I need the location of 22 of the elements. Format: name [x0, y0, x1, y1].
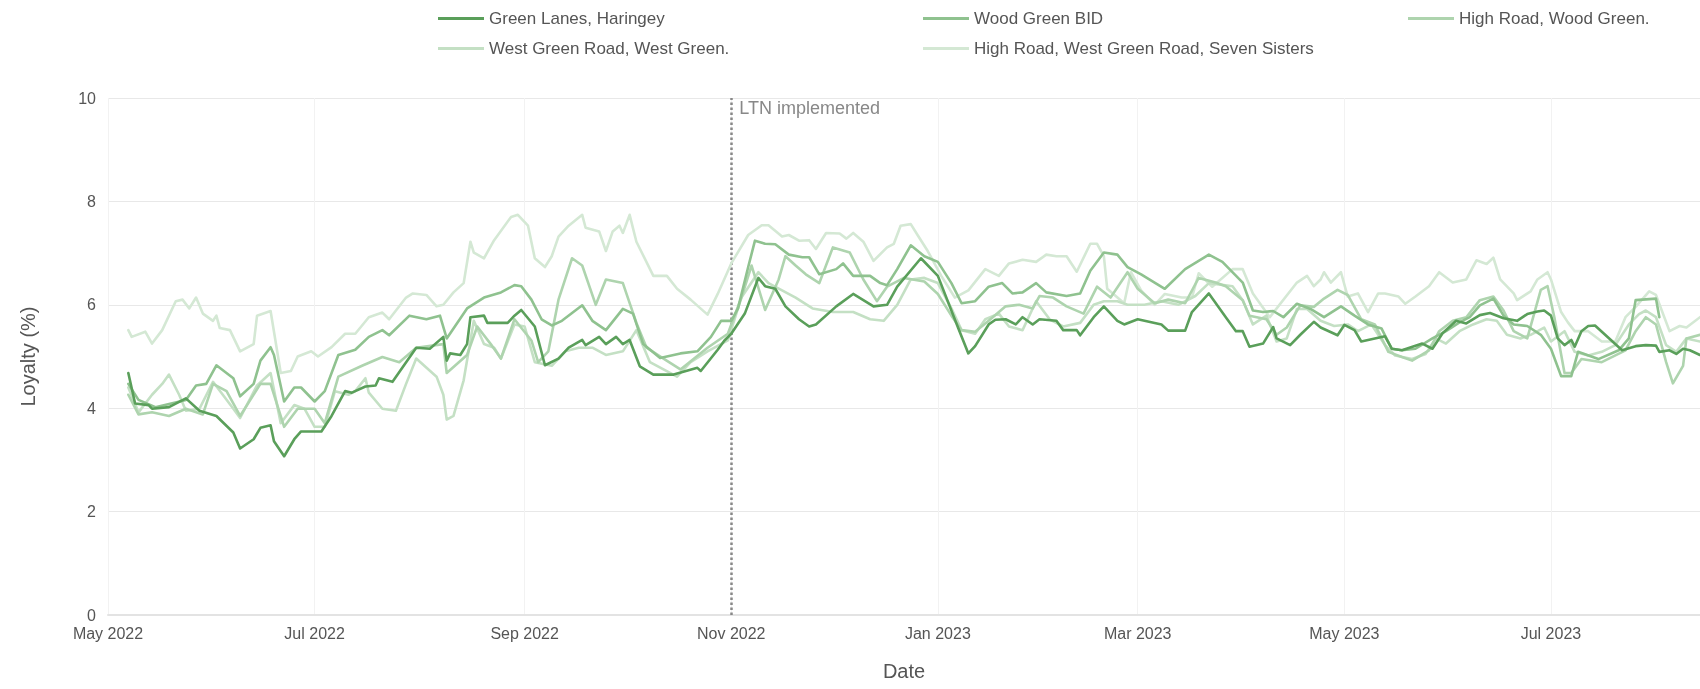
x-tick-label: Nov 2022	[697, 624, 766, 642]
x-tick-label: Jul 2022	[284, 624, 345, 642]
legend-label: Wood Green BID	[974, 9, 1104, 28]
x-tick-label: Jul 2023	[1520, 624, 1582, 642]
y-tick-label: 10	[78, 89, 97, 107]
y-tick-label: 2	[87, 503, 97, 521]
legend-label: West Green Road, West Green.	[489, 39, 730, 58]
y-tick-label: 4	[87, 399, 97, 417]
x-axis-title: Date	[882, 660, 926, 682]
x-tick-label: May 2022	[72, 624, 144, 642]
x-tick-label: Mar 2023	[1103, 624, 1172, 642]
y-tick-label: 8	[87, 192, 97, 210]
legend-label: High Road, Wood Green.	[1459, 9, 1650, 28]
legend-label: Green Lanes, Haringey	[489, 9, 666, 28]
x-tick-label: May 2023	[1309, 624, 1380, 642]
y-axis-title: Loyalty (%)	[17, 306, 39, 407]
ref-line-label: LTN implemented	[739, 98, 880, 118]
y-tick-label: 0	[87, 606, 97, 624]
x-tick-label: Jan 2023	[904, 624, 971, 642]
x-tick-label: Sep 2022	[490, 624, 559, 642]
y-tick-label: 6	[87, 296, 97, 314]
legend-label: High Road, West Green Road, Seven Sisters	[974, 39, 1314, 58]
